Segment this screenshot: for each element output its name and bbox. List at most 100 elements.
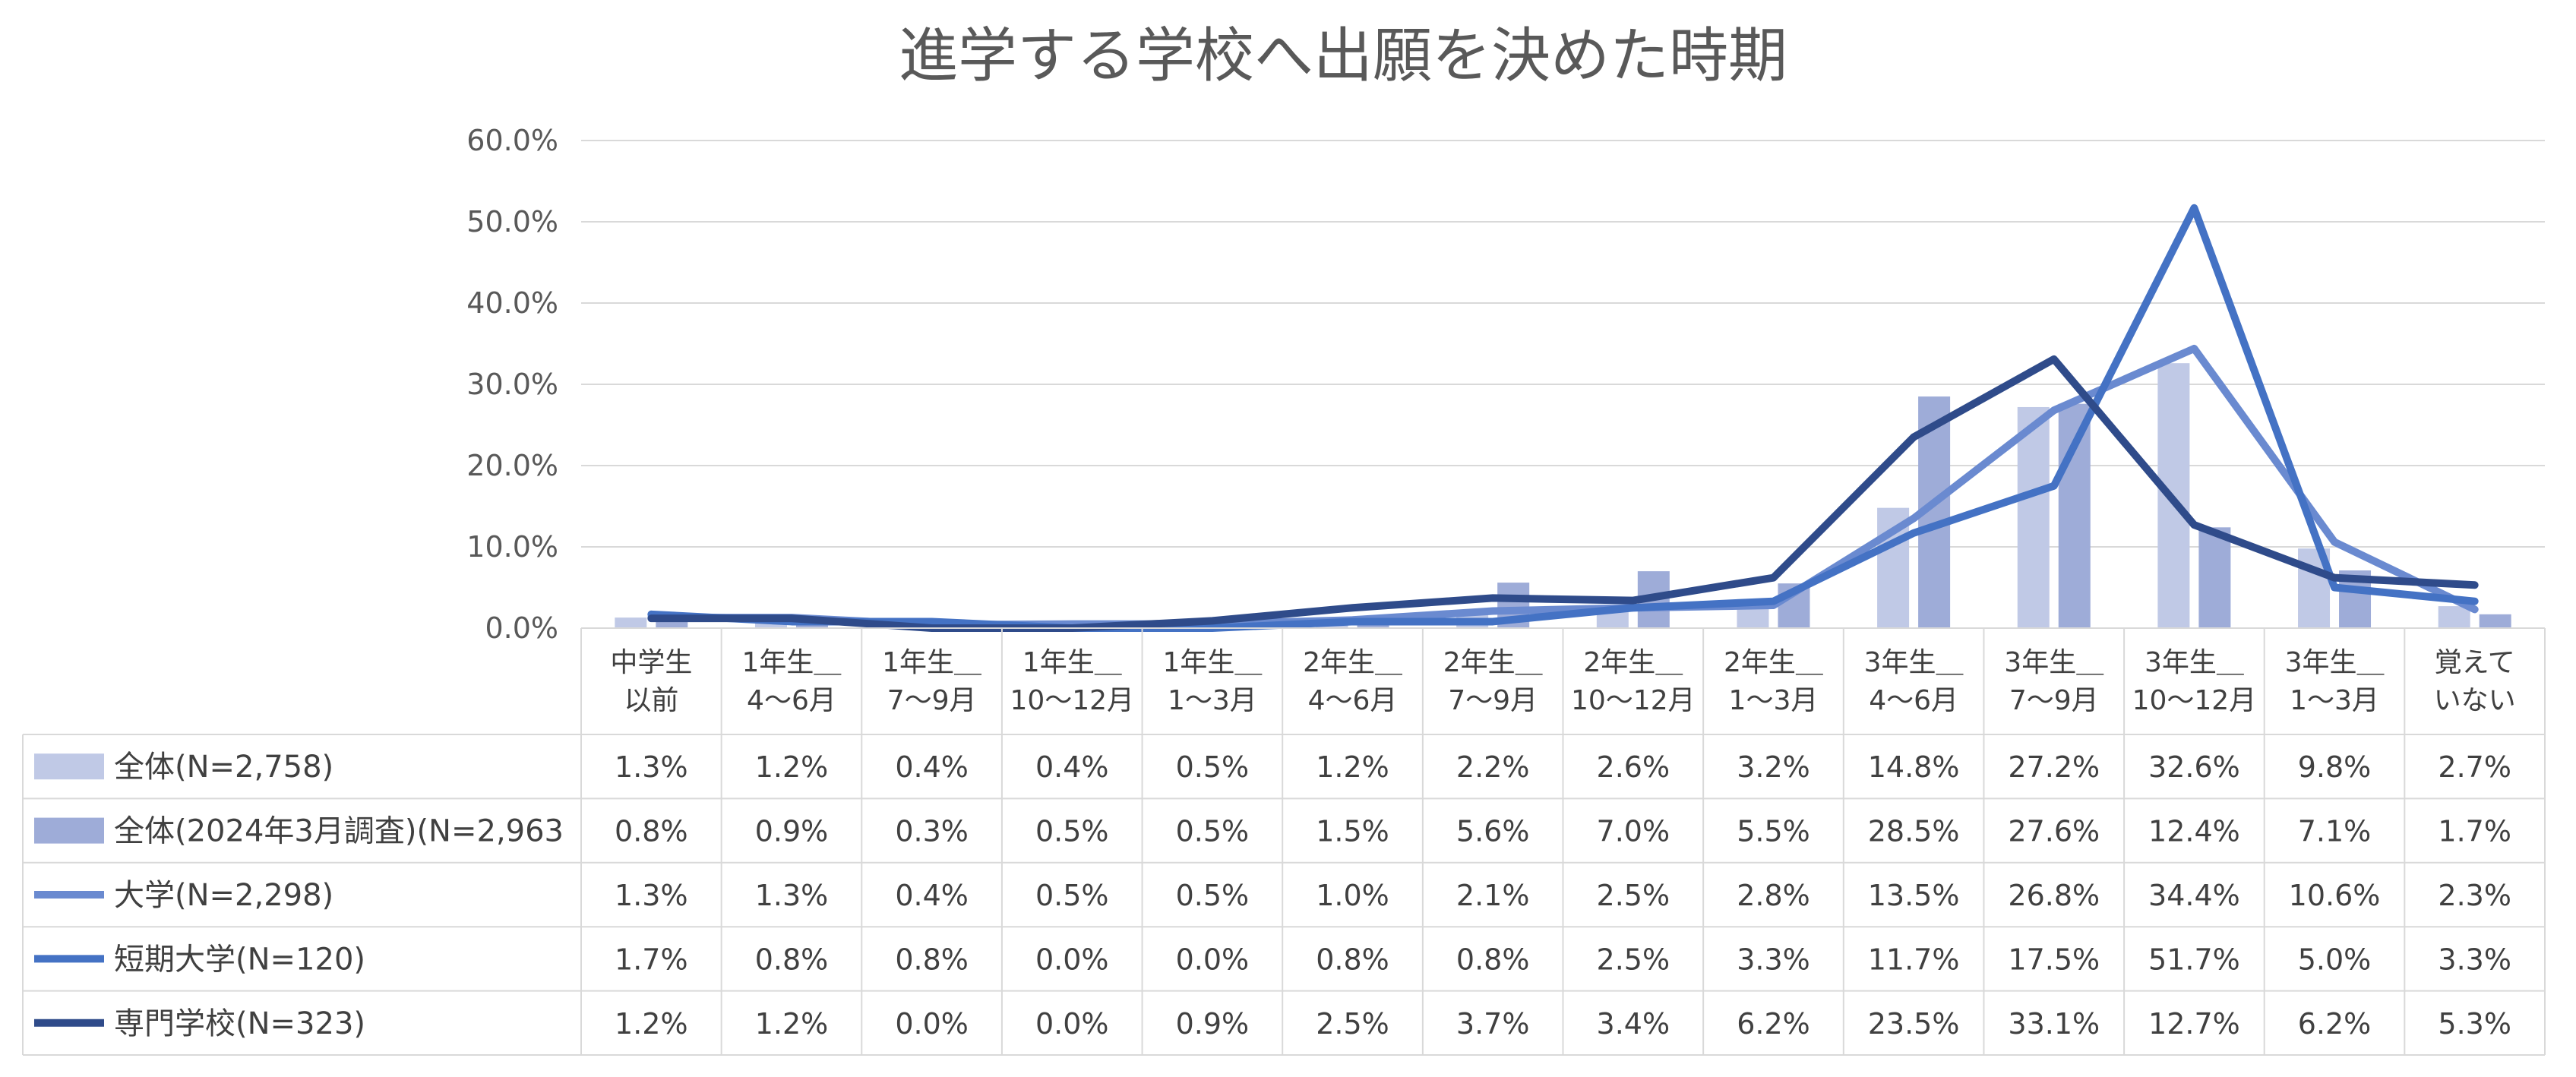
table-cell: 10.6% xyxy=(2289,879,2381,912)
legend-label: 短期大学(N=120) xyxy=(114,942,365,977)
table-cell: 1.0% xyxy=(1316,879,1389,912)
table-cell: 1.2% xyxy=(755,750,829,784)
table-cell: 1.2% xyxy=(615,1007,688,1041)
category-label: 2年生＿ xyxy=(1443,647,1543,678)
bar xyxy=(2438,606,2470,628)
y-tick-label: 0.0% xyxy=(485,611,558,645)
category-label: 4～6月 xyxy=(747,685,836,716)
table-cell: 1.3% xyxy=(615,879,688,912)
legend-label: 全体(2024年3月調査)(N=2,963 xyxy=(114,814,564,849)
legend-key xyxy=(34,753,104,780)
table-cell: 0.4% xyxy=(1035,750,1109,784)
table-cell: 6.2% xyxy=(1737,1007,1810,1041)
bar xyxy=(2479,614,2511,628)
table-cell: 0.8% xyxy=(615,815,688,848)
category-label: 3年生＿ xyxy=(2145,647,2244,678)
category-label: 1年生＿ xyxy=(882,647,981,678)
table-cell: 0.0% xyxy=(895,1007,969,1041)
legend-label: 専門学校(N=323) xyxy=(114,1006,365,1041)
table-cell: 12.7% xyxy=(2148,1007,2240,1041)
table-cell: 0.5% xyxy=(1035,879,1109,912)
table-cell: 17.5% xyxy=(2008,943,2100,976)
table-cell: 2.8% xyxy=(1737,879,1810,912)
bar xyxy=(2017,406,2050,628)
category-label: いない xyxy=(2434,685,2516,716)
table-cell: 0.0% xyxy=(1035,943,1109,976)
category-label: 2年生＿ xyxy=(1583,647,1683,678)
category-label: 覚えて xyxy=(2435,647,2515,678)
table-cell: 0.8% xyxy=(895,943,969,976)
bar xyxy=(2198,527,2231,628)
category-label: 1～3月 xyxy=(1729,685,1819,716)
category-label: 1～3月 xyxy=(1168,685,1257,716)
bar xyxy=(656,621,688,628)
y-tick-label: 60.0% xyxy=(466,124,558,157)
table-cell: 1.3% xyxy=(755,879,829,912)
table-cell: 13.5% xyxy=(1868,879,1960,912)
category-label: 10～12月 xyxy=(1571,685,1696,716)
table-cell: 9.8% xyxy=(2298,750,2372,784)
table-cell: 5.6% xyxy=(1456,815,1530,848)
table-cell: 12.4% xyxy=(2148,815,2240,848)
table-cell: 23.5% xyxy=(1868,1007,1960,1041)
y-tick-label: 20.0% xyxy=(466,449,558,482)
category-label: 1～3月 xyxy=(2290,685,2379,716)
table-cell: 2.7% xyxy=(2438,750,2511,784)
table-cell: 2.5% xyxy=(1597,879,1670,912)
table-cell: 0.5% xyxy=(1176,750,1250,784)
y-tick-label: 40.0% xyxy=(466,286,558,320)
table-cell: 1.2% xyxy=(755,1007,829,1041)
table-cell: 1.5% xyxy=(1316,815,1389,848)
table-cell: 0.5% xyxy=(1176,879,1250,912)
category-label: 1年生＿ xyxy=(1162,647,1262,678)
legend-key xyxy=(34,817,104,844)
table-cell: 0.8% xyxy=(1456,943,1530,976)
category-label: 10～12月 xyxy=(2132,685,2257,716)
bar xyxy=(615,617,647,628)
table-cell: 0.8% xyxy=(1316,943,1389,976)
table-cell: 32.6% xyxy=(2148,750,2240,784)
bars xyxy=(615,363,2511,628)
category-label: 中学生 xyxy=(610,647,692,678)
table-cell: 7.0% xyxy=(1597,815,1670,848)
category-label: 10～12月 xyxy=(1010,685,1134,716)
table-cell: 0.9% xyxy=(1176,1007,1250,1041)
table-cell: 0.0% xyxy=(1035,1007,1109,1041)
legend-label: 大学(N=2,298) xyxy=(114,878,333,913)
category-label: 1年生＿ xyxy=(1022,647,1122,678)
gridlines xyxy=(581,140,2545,629)
chart-title: 進学する学校へ出願を決めた時期 xyxy=(899,22,1787,90)
table-cell: 2.3% xyxy=(2438,879,2511,912)
table-cell: 11.7% xyxy=(1868,943,1960,976)
table-cell: 0.5% xyxy=(1035,815,1109,848)
table-cell: 3.3% xyxy=(2438,943,2511,976)
table-cell: 3.2% xyxy=(1737,750,1810,784)
table-cell: 0.9% xyxy=(755,815,829,848)
table-cell: 27.2% xyxy=(2008,750,2100,784)
y-tick-label: 30.0% xyxy=(466,368,558,401)
category-label: 3年生＿ xyxy=(1864,647,1964,678)
category-label: 2年生＿ xyxy=(1724,647,1823,678)
table-cell: 2.5% xyxy=(1316,1007,1389,1041)
table-cell: 0.0% xyxy=(1176,943,1250,976)
table-cell: 1.2% xyxy=(1316,750,1389,784)
legend-label: 全体(N=2,758) xyxy=(114,750,333,785)
y-tick-label: 50.0% xyxy=(466,205,558,238)
table-cell: 3.3% xyxy=(1737,943,1810,976)
category-label: 7～9月 xyxy=(2009,685,2099,716)
table-cell: 5.3% xyxy=(2438,1007,2511,1041)
category-label: 4～6月 xyxy=(1308,685,1398,716)
table-cell: 1.7% xyxy=(2438,815,2511,848)
table-cell: 2.2% xyxy=(1456,750,1530,784)
table-cell: 2.6% xyxy=(1597,750,1670,784)
table-cell: 14.8% xyxy=(1868,750,1960,784)
table-cell: 6.2% xyxy=(2298,1007,2372,1041)
category-label: 2年生＿ xyxy=(1303,647,1402,678)
series-line xyxy=(647,204,2479,632)
table-cell: 5.0% xyxy=(2298,943,2372,976)
y-tick-label: 10.0% xyxy=(466,530,558,564)
category-label: 以前 xyxy=(624,685,678,716)
category-label: 4～6月 xyxy=(1869,685,1958,716)
